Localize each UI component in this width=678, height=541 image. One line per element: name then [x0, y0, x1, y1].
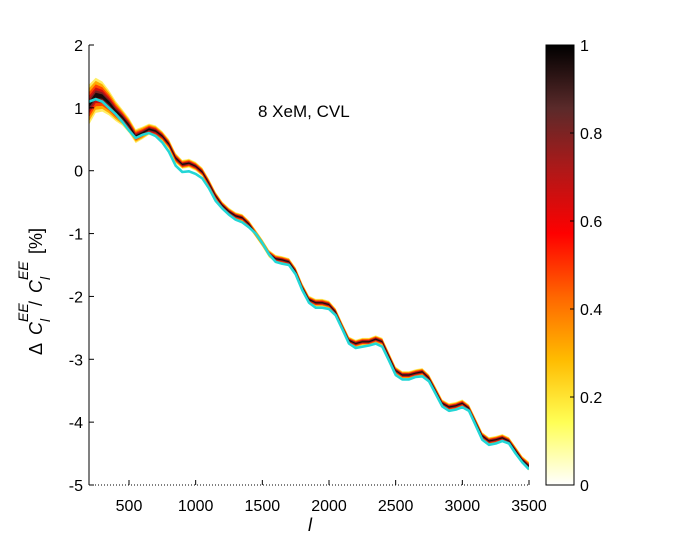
y-label-c2: C	[26, 279, 46, 293]
colorbar-tick-label: 0.2	[580, 390, 602, 407]
y-tick-label: 2	[74, 38, 83, 55]
plot-area	[89, 45, 529, 485]
colorbar-tick-label: 0	[580, 478, 589, 495]
y-label-sup2: EE	[15, 261, 31, 280]
y-tick-label: -1	[69, 227, 83, 244]
colorbar-tick-label: 0.8	[580, 126, 602, 143]
y-label-delta: Δ	[26, 343, 46, 355]
x-tick-label: 500	[116, 498, 143, 515]
y-tick-label: -4	[69, 415, 83, 432]
y-tick-label: 0	[74, 164, 83, 181]
y-axis-label: Δ C EE l / C EE l [%]	[15, 228, 53, 355]
colorbar-tick-label: 0.4	[580, 302, 602, 319]
colorbar-tick-label: 0.6	[580, 214, 602, 231]
colorbar-ticks: 0 0.2 0.4 0.6 0.8 1	[570, 38, 602, 495]
x-tick-label: 3500	[511, 498, 547, 515]
colorbar-tick-label: 1	[580, 38, 589, 55]
y-label-sub1: l	[37, 318, 53, 322]
colorbar	[545, 44, 575, 486]
series-line-fiducial	[89, 97, 529, 471]
y-ticks: -5 -4 -3 -2 -1 0 1 2	[69, 38, 94, 495]
x-tick-label: 2000	[311, 498, 347, 515]
x-ticks: 500 1000 1500 2000 2500 3000 3500	[116, 480, 547, 515]
y-label-sub2: l	[37, 276, 53, 280]
series-lines	[89, 97, 529, 471]
x-tick-label: 1000	[178, 498, 214, 515]
chart-annotation: 8 XeM, CVL	[258, 102, 350, 121]
y-tick-label: 1	[74, 101, 83, 118]
x-tick-label: 1500	[245, 498, 281, 515]
y-tick-label: -5	[69, 478, 83, 495]
y-label-slash: /	[26, 301, 46, 306]
x-tick-label: 2500	[378, 498, 414, 515]
y-label-sup1: EE	[15, 303, 31, 322]
density-band	[89, 77, 529, 471]
y-label-unit: [%]	[26, 228, 46, 254]
x-tick-label: 3000	[445, 498, 481, 515]
y-label-c1: C	[26, 321, 46, 335]
x-axis-label: l	[308, 515, 313, 535]
y-tick-label: -3	[69, 352, 83, 369]
density-layer-4	[89, 90, 529, 468]
y-tick-label: -2	[69, 289, 83, 306]
